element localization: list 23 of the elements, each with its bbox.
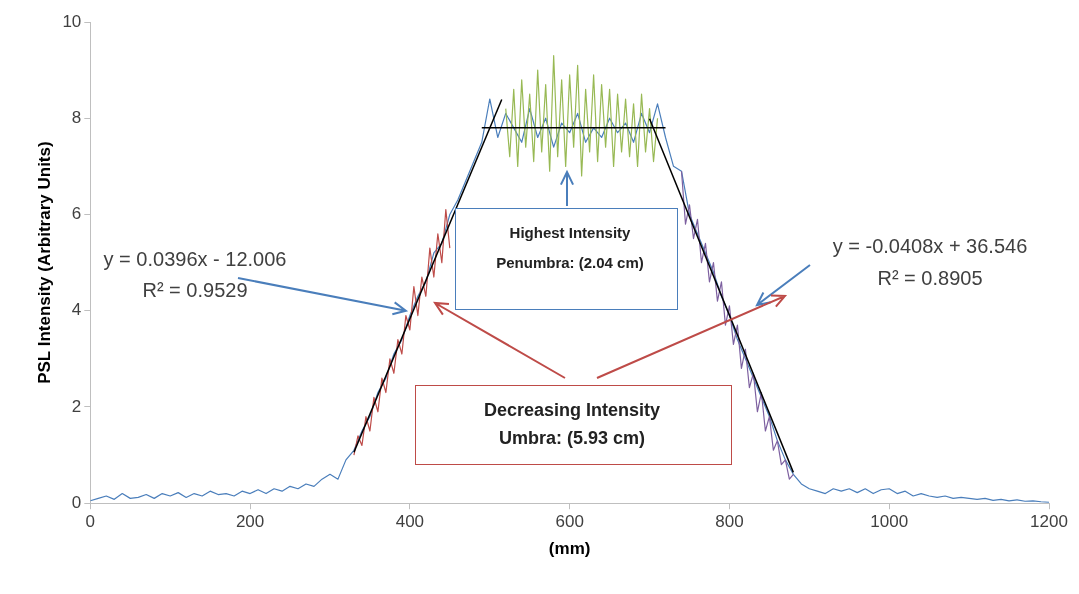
x-tick-label: 400: [395, 512, 425, 532]
annotation: y = -0.0408x + 36.546: [832, 234, 1028, 258]
x-tick-label: 600: [555, 512, 584, 532]
annotation: R² = 0.8905: [877, 266, 983, 290]
x-tick-label: 1200: [1030, 512, 1068, 532]
annotation: Penumbra: (2.04 cm): [496, 253, 644, 271]
annotation: y = 0.0396x - 12.006: [103, 247, 287, 271]
x-tick-label: 1000: [870, 512, 909, 532]
annotation: Decreasing Intensity: [483, 399, 661, 421]
y-tick-label: 8: [71, 107, 82, 127]
x-tick-label: 800: [715, 512, 744, 532]
x-tick-label: 0: [85, 512, 96, 532]
y-tick-label: 4: [71, 300, 82, 320]
x-axis-title: (mm): [548, 539, 591, 559]
x-tick-label: 200: [235, 512, 265, 532]
annotation: Highest Intensity: [509, 223, 631, 241]
y-tick-label: 0: [71, 492, 82, 512]
y-tick-label: 6: [71, 204, 82, 224]
annotation: R² = 0.9529: [142, 278, 248, 302]
y-tick-label: 2: [71, 396, 82, 416]
y-axis-title: PSL Intensity (Arbitrary Units): [34, 141, 54, 384]
y-tick-label: 10: [62, 11, 82, 31]
annotation: Umbra: (5.93 cm): [498, 427, 646, 449]
